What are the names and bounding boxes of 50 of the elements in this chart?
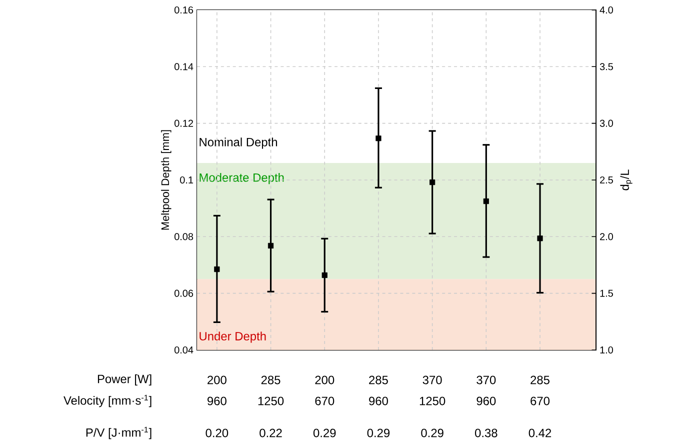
text: 670	[530, 396, 550, 406]
text: 960	[476, 396, 496, 406]
text: 0.20	[206, 428, 228, 438]
text: 960	[369, 396, 388, 406]
point	[430, 179, 436, 186]
y2-tick-label: 3.0	[600, 120, 613, 127]
y-tick-label: 0.04	[174, 346, 194, 354]
x-tick-label: 285	[369, 376, 388, 384]
text: 1250	[420, 396, 446, 406]
band-label: Moderate Depth	[200, 173, 284, 184]
y2-tick-label: 3.5	[600, 63, 613, 70]
text: 960	[208, 396, 226, 406]
point	[322, 272, 328, 278]
y-tick-label: 0.06	[174, 290, 194, 297]
y2-tick-label: 1.0	[600, 346, 613, 354]
text: 0.38	[474, 428, 498, 438]
y2-tick-label: 1.5	[600, 290, 613, 297]
text: Velocity [mm·s$^{-1}$]	[64, 394, 152, 408]
point	[376, 136, 382, 142]
text: 0.42	[528, 428, 552, 438]
y-tick-label: 0.1	[180, 176, 194, 184]
x-tick-label: 370	[422, 376, 442, 384]
text: 0.29	[421, 428, 444, 438]
x-axis-title: Power [W]	[98, 374, 152, 386]
y2-tick-label: 4.0	[600, 6, 613, 14]
text: 0.22	[260, 428, 282, 438]
y2-axis-title: d$_{p}$/L	[620, 170, 632, 190]
y2-tick-label: 2.0	[600, 233, 613, 240]
band-label: Under Depth	[200, 332, 266, 343]
text: 670	[315, 396, 334, 406]
y2-tick-label: 2.5	[600, 176, 613, 184]
text: 0.29	[367, 428, 390, 438]
point	[537, 236, 543, 242]
y-tick-label: 0.12	[174, 120, 193, 127]
y-tick-label: 0.08	[174, 233, 194, 240]
text: P/V [J·mm$^{-1}$]	[86, 426, 152, 440]
y-tick-label: 0.14	[174, 63, 194, 70]
x-tick-label: 200	[208, 376, 226, 384]
x-tick-label: 370	[476, 376, 496, 384]
text: 1250	[258, 396, 284, 406]
x-tick-label: 285	[530, 376, 550, 384]
y-axis-title: Meltpool Depth [mm]	[161, 130, 172, 230]
x-tick-label: 285	[261, 376, 280, 384]
text: 0.29	[313, 428, 336, 438]
point	[268, 242, 274, 249]
x-tick-label: 200	[315, 376, 334, 384]
y-tick-label: 0.16	[174, 6, 194, 14]
point	[214, 266, 220, 272]
point	[483, 198, 489, 204]
band-label: Nominal Depth	[200, 138, 278, 149]
